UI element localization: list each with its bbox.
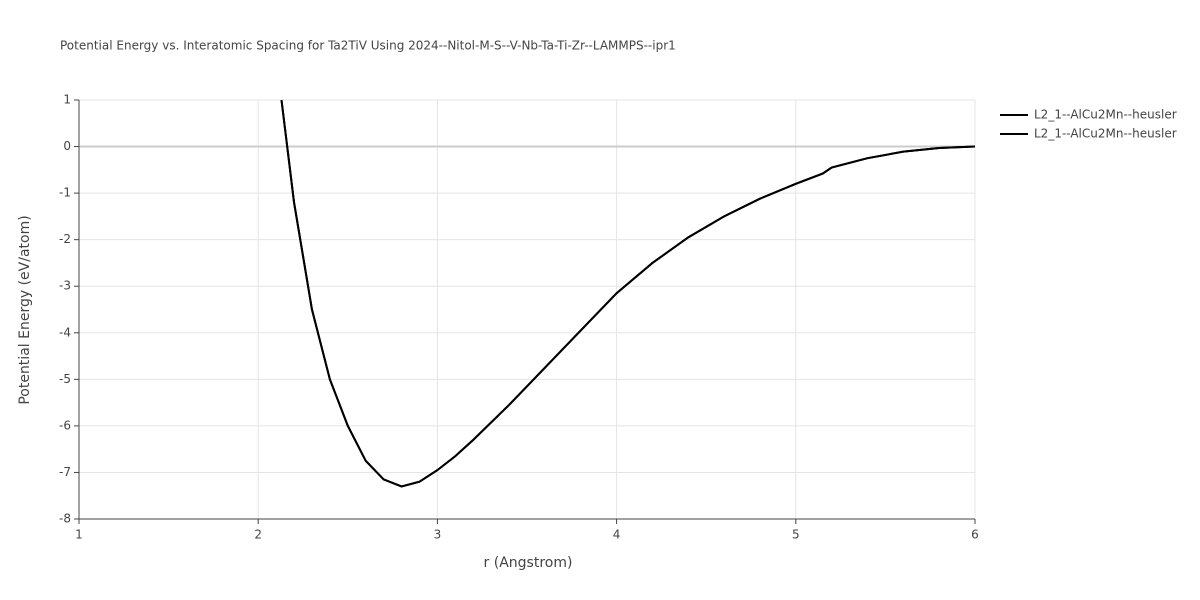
legend-label: L2_1--AlCu2Mn--heusler <box>1034 127 1177 141</box>
y-axis-label: Potential Energy (eV/atom) <box>17 215 33 404</box>
x-tick-label: 5 <box>792 528 800 542</box>
x-tick-label: 6 <box>971 528 979 542</box>
y-tick-label: -7 <box>59 465 71 479</box>
line-series <box>280 99 976 488</box>
x-tick-label: 2 <box>254 528 262 542</box>
x-axis-label: r (Angstrom) <box>484 555 573 571</box>
x-tick-label: 3 <box>434 528 442 542</box>
x-tick-label: 1 <box>75 528 83 542</box>
chart-title: Potential Energy vs. Interatomic Spacing… <box>60 39 676 53</box>
x-tick-label: 4 <box>613 528 621 542</box>
y-tick-label: 0 <box>63 139 71 153</box>
y-tick-label: -2 <box>59 232 71 246</box>
y-tick-label: -6 <box>59 418 71 432</box>
y-tick-label: -3 <box>59 279 71 293</box>
y-tick-label: -1 <box>59 186 71 200</box>
y-tick-label: -5 <box>59 372 71 386</box>
y-tick-label: 1 <box>63 93 71 107</box>
y-tick-label: -4 <box>59 325 71 339</box>
legend-label: L2_1--AlCu2Mn--heusler <box>1034 108 1177 122</box>
y-tick-label: -8 <box>59 512 71 526</box>
